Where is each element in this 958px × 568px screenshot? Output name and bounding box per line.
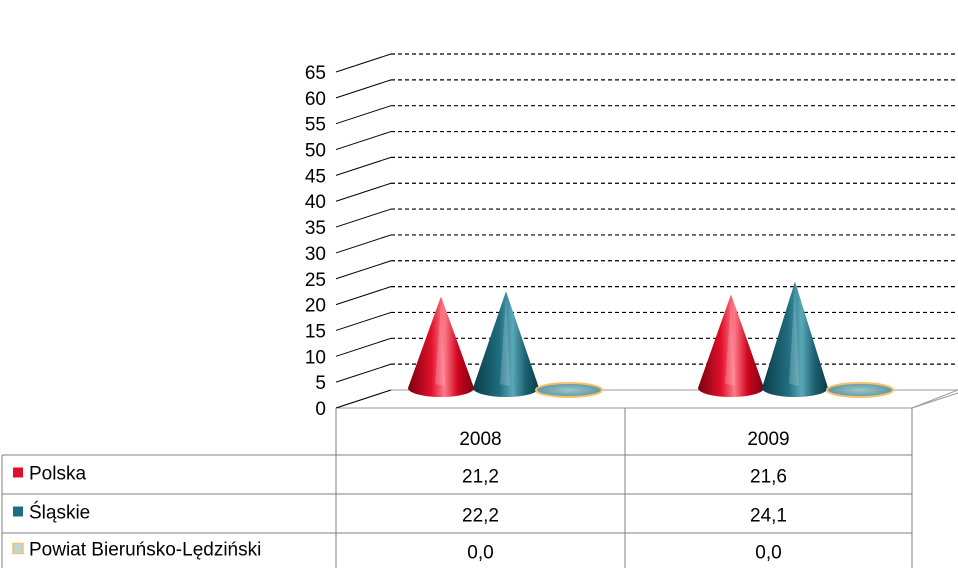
cone-highlight	[725, 300, 735, 386]
gridline-diagonal	[335, 156, 392, 176]
y-tick-label: 65	[305, 63, 326, 84]
y-tick-label: 5	[315, 373, 326, 394]
y-tick-label: 40	[305, 192, 326, 213]
gridline-diagonal	[335, 234, 392, 254]
cone-2-1	[826, 382, 894, 398]
data-label: 21,6	[750, 467, 787, 488]
y-tick-label: 0	[315, 399, 326, 420]
y-tick-label: 30	[305, 244, 326, 265]
category-label: 2008	[459, 429, 501, 450]
gridline-diagonal	[335, 182, 392, 202]
cone-base-disc	[535, 382, 603, 398]
cone-1-1	[762, 281, 828, 397]
gridline-diagonal	[335, 131, 392, 151]
cone-highlight	[500, 297, 510, 386]
data-label: 21,2	[462, 467, 499, 488]
gridline-diagonal	[335, 311, 392, 331]
cone-body	[698, 294, 764, 397]
legend-label: Śląskie	[29, 502, 90, 524]
legend-swatch	[13, 506, 23, 517]
cone-highlight	[789, 287, 799, 386]
y-tick-label: 10	[305, 347, 326, 368]
y-tick-label: 55	[305, 115, 326, 136]
y-tick-label: 25	[305, 270, 326, 291]
y-tick-label: 35	[305, 218, 326, 239]
cone-base-disc	[826, 382, 894, 398]
data-label: 0,0	[467, 543, 493, 564]
cone-body	[762, 281, 828, 397]
cone-body	[473, 291, 539, 397]
gridline-diagonal	[335, 363, 392, 383]
cone-0-1	[698, 294, 764, 397]
floor-edge	[911, 392, 958, 409]
gridline-diagonal	[335, 79, 392, 99]
gridline-diagonal	[335, 260, 392, 280]
gridline-diagonal	[335, 208, 392, 228]
cone-0-0	[408, 296, 474, 397]
cone-highlight	[435, 302, 445, 386]
gridline-diagonal	[335, 53, 392, 73]
category-label: 2009	[747, 429, 789, 450]
legend-swatch	[12, 542, 24, 555]
y-tick-label: 50	[305, 141, 326, 162]
data-label: 24,1	[750, 506, 787, 527]
gridline-diagonal	[335, 389, 392, 409]
data-label: 0,0	[755, 543, 781, 564]
cone-1-0	[473, 291, 539, 397]
legend-label: Powiat Bieruńsko-Lędziński	[29, 540, 261, 561]
legend-label: Polska	[29, 464, 86, 485]
legend-swatch	[13, 467, 23, 478]
y-tick-label: 45	[305, 166, 326, 187]
gridline-diagonal	[335, 286, 392, 306]
y-tick-label: 20	[305, 296, 326, 317]
cone-body	[408, 296, 474, 397]
y-tick-label: 15	[305, 321, 326, 342]
cone-2-0	[535, 382, 603, 398]
gridline-diagonal	[335, 337, 392, 357]
data-label: 22,2	[462, 506, 499, 527]
gridline-diagonal	[335, 105, 392, 125]
y-tick-label: 60	[305, 89, 326, 110]
